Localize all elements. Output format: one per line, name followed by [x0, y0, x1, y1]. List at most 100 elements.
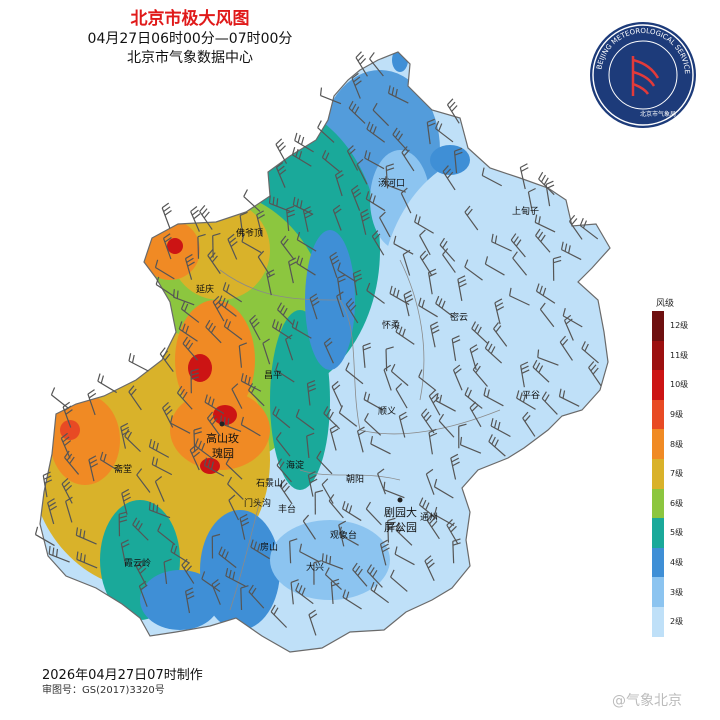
- wind-barb: [421, 408, 435, 434]
- wind-barb: [240, 416, 261, 437]
- issuer-name: 北京市气象数据中心: [127, 50, 253, 66]
- wind-barb: [271, 319, 292, 340]
- wind-barb: [342, 501, 362, 522]
- wind-barb: [464, 205, 479, 231]
- wind-barb: [364, 150, 385, 170]
- legend-row: 6级: [652, 488, 704, 519]
- station-marker: [219, 421, 225, 427]
- wind-barb: [365, 191, 386, 212]
- wind-barb: [398, 411, 408, 438]
- legend-row: 8级: [652, 429, 704, 459]
- wind-barb: [76, 551, 98, 569]
- wind-barb: [395, 324, 415, 345]
- wind-barb: [295, 582, 314, 605]
- wind-barb: [201, 571, 221, 593]
- wind-barb: [484, 256, 505, 276]
- wind-barb: [302, 514, 316, 540]
- wind-level-legend: 风级 12级 11级 10级 9级 8级 7级 6级 5级 4级 3级 2级: [652, 296, 704, 637]
- wind-barb: [370, 581, 390, 604]
- wind-barb: [453, 147, 463, 174]
- wind-barb: [371, 230, 385, 256]
- wind-barb: [364, 412, 382, 436]
- wind-barb: [291, 319, 312, 339]
- legend-row: 2级: [652, 606, 704, 637]
- wind-barb: [148, 501, 171, 519]
- wind-barb: [207, 249, 221, 274]
- wind-barb: [424, 555, 435, 582]
- wind-barb: [295, 409, 315, 431]
- legend-row: 11级: [652, 340, 704, 371]
- wind-barb: [558, 388, 580, 407]
- wind-barb: [541, 391, 558, 415]
- wind-barb: [138, 580, 148, 607]
- wind-barb: [272, 406, 291, 429]
- wind-barb: [491, 233, 512, 252]
- wind-barb: [446, 98, 460, 124]
- map-title: 北京市极大风图: [130, 9, 250, 29]
- wind-barb: [352, 269, 363, 296]
- wind-barb: [154, 259, 175, 280]
- wind-barb: [223, 318, 243, 341]
- legend-row: 9级: [652, 399, 704, 430]
- legend-label: 8级: [670, 439, 684, 449]
- wind-barb: [509, 287, 530, 306]
- wind-barb: [275, 362, 295, 383]
- wind-barb: [170, 543, 190, 564]
- station-marker: [397, 497, 403, 503]
- wind-barb: [446, 519, 459, 545]
- wind-barb: [316, 450, 333, 475]
- legend-label: 7级: [670, 469, 684, 479]
- wind-barb: [275, 162, 287, 188]
- wind-barb: [366, 282, 385, 304]
- legend-row: 10级: [652, 370, 704, 400]
- wind-barb: [61, 478, 73, 504]
- wind-barb: [532, 359, 550, 383]
- wind-barb: [299, 543, 320, 563]
- wind-barb: [239, 513, 250, 540]
- wind-barb: [181, 558, 195, 584]
- wind-barb: [319, 87, 342, 105]
- wind-barb: [452, 364, 463, 391]
- wind-barb: [351, 72, 362, 99]
- wind-barb: [222, 282, 243, 303]
- wind-barb: [42, 471, 53, 498]
- legend-label: 10级: [670, 380, 689, 390]
- wind-barb: [450, 453, 460, 480]
- place-daxing: 大兴: [306, 561, 324, 573]
- weather-service-logo: BEIJING METEOROLOGICAL SERVICE 北京市气象局: [590, 22, 696, 128]
- wind-barb: [218, 546, 237, 569]
- wind-barb: [275, 432, 291, 457]
- wind-barb: [356, 158, 368, 185]
- wind-barb: [206, 411, 221, 437]
- wind-barb: [314, 489, 324, 515]
- wind-barb: [249, 314, 261, 341]
- wind-barb: [227, 476, 244, 500]
- wind-barb: [350, 184, 362, 211]
- wind-barb: [494, 298, 505, 325]
- wind-barb: [118, 511, 128, 537]
- wind-barb: [285, 205, 296, 232]
- wind-barb: [395, 383, 408, 409]
- wind-barb: [291, 147, 312, 167]
- legend-label: 4级: [670, 558, 684, 568]
- legend-label: 5级: [670, 528, 684, 538]
- wind-barb: [285, 334, 294, 361]
- wind-barb: [48, 546, 70, 563]
- wind-barb: [464, 387, 483, 409]
- wind-barb: [346, 145, 359, 171]
- wind-barb: [458, 423, 467, 449]
- place-mentougou: 门头沟: [244, 497, 271, 509]
- place-pinggongyuan: 屏公园: [384, 521, 417, 534]
- wind-barb: [228, 494, 240, 521]
- wind-barb: [563, 314, 574, 341]
- wind-barb: [243, 189, 261, 212]
- wind-barb: [562, 308, 583, 328]
- legend-title: 风级: [656, 299, 675, 309]
- wind-barb: [194, 438, 214, 460]
- wind-barb: [189, 444, 201, 471]
- wind-barb: [459, 436, 482, 454]
- legend-swatch: [652, 458, 664, 489]
- wind-barb: [369, 52, 384, 77]
- wind-barb: [154, 476, 165, 502]
